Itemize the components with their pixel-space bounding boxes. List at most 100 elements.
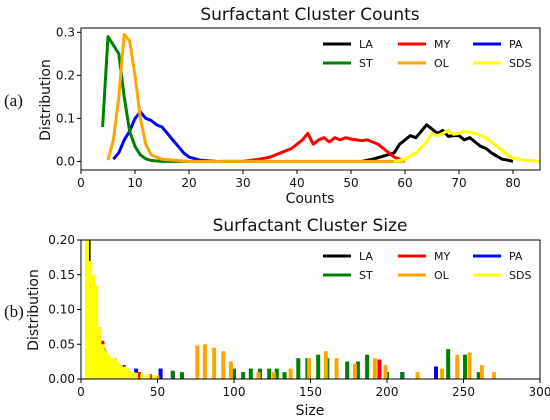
series-line-pa [112,110,217,163]
panel-b-xlabel: Size [296,403,325,419]
y-tick-label: 0.05 [48,337,75,351]
legend-label-pa: PA [509,250,523,263]
bar-ol [228,361,233,379]
bar-ol [256,372,261,379]
series-line-la [361,123,514,163]
bar-ol [492,372,497,379]
bar-st [345,361,350,379]
series-bars-my [100,340,382,379]
legend-label-la: LA [359,250,373,263]
bar-ol [221,351,226,379]
bar-st [296,358,301,379]
bar-sds [140,373,145,379]
bar-ol [352,363,357,379]
bar-sds [100,344,105,379]
bar-sds [94,285,99,379]
panel-a-plot-area [101,33,540,163]
bar-sds [91,274,96,379]
y-tick-label: 0.0 [56,154,75,168]
panel-a-legend: LA MY PA ST OL SDS [323,38,531,70]
legend-label-pa: PA [509,38,523,51]
bar-st [365,354,370,379]
legend-label-my: MY [434,250,450,263]
panel-label-a: (a) [4,91,23,110]
y-tick-label: 0.00 [48,372,75,386]
x-tick-label: 50 [150,385,165,399]
panel-a-title: Surfactant Cluster Counts [200,5,419,25]
panel-label-b: (b) [4,302,24,321]
bar-sds [152,375,157,379]
legend-label-sds: SDS [509,57,531,70]
legend-label-sds: SDS [509,269,531,282]
bar-ol [195,345,200,379]
bar-sds [103,351,108,379]
x-tick-label: 100 [223,385,246,399]
bar-pa [158,368,163,379]
panel-a-cluster-counts: (a) Surfactant Cluster Counts Counts Dis… [4,5,541,207]
panel-a-frame [80,27,541,171]
x-tick-label: 20 [181,176,196,190]
bar-ol [467,352,472,379]
x-tick-label: 300 [529,385,550,399]
series-line-sds [393,128,540,163]
x-tick-label: 250 [452,385,475,399]
x-tick-label: 0 [77,385,85,399]
panel-b-ticks: 0 50 100 150 200 250 300 0.00 0.05 0.10 0.15 0.20 [48,233,550,399]
bar-ol [334,358,339,379]
y-tick-label: 0.20 [48,233,75,247]
panel-b-ylabel: Distribution [26,269,42,351]
series-bars-sds [85,240,157,379]
legend-label-ol: OL [434,269,450,282]
legend-label-ol: OL [434,57,450,70]
bar-st [170,370,175,379]
bar-st [400,372,405,379]
y-tick-label: 0.15 [48,268,75,282]
y-tick-label: 0.3 [56,25,75,39]
legend-label-my: MY [434,38,450,51]
bar-sds [109,358,114,379]
bar-ol [479,365,484,379]
legend-label-la: LA [359,38,373,51]
series-line-st [101,35,189,163]
x-tick-label: 150 [299,385,322,399]
bar-st [232,368,236,379]
bar-sds [134,372,139,379]
bar-st [282,372,287,379]
bar-sds [97,326,102,379]
bar-ol [323,351,328,379]
bar-st [316,354,321,379]
panel-b-frame [80,239,541,380]
x-tick-label: 10 [127,176,142,190]
bar-ol [202,344,207,379]
y-tick-label: 0.1 [56,111,75,125]
bar-ol [440,368,445,379]
bar-sds [131,372,135,379]
bar-pa [434,366,438,379]
bar-st [476,372,481,379]
bar-st [355,361,360,379]
bar-my [377,359,382,379]
series-line-ol [106,33,405,163]
bar-ol [307,358,311,379]
panel-a-xlabel: Counts [286,191,335,207]
bar-ol [155,375,160,379]
bar-ol [212,347,217,379]
bar-sds [118,365,123,379]
bar-ol [383,365,388,379]
panel-b-plot-area [85,240,497,379]
bar-st [248,368,253,379]
panel-a-ticks: 0 10 20 30 40 50 60 70 80 0.0 0.1 0.2 0.3 [56,25,521,190]
bar-st [463,354,467,379]
bar-st [446,349,451,379]
bar-st [274,368,279,379]
bar-sds [85,240,90,379]
bar-ol [288,368,293,379]
bar-sds [115,361,120,379]
panel-b-title: Surfactant Cluster Size [213,216,408,236]
legend-label-st: ST [359,57,373,70]
bar-sds [106,354,111,379]
series-bars-st [106,349,481,379]
panel-b-cluster-size: (b) Surfactant Cluster Size Size Distrib… [4,216,550,419]
bar-ol [271,372,276,379]
